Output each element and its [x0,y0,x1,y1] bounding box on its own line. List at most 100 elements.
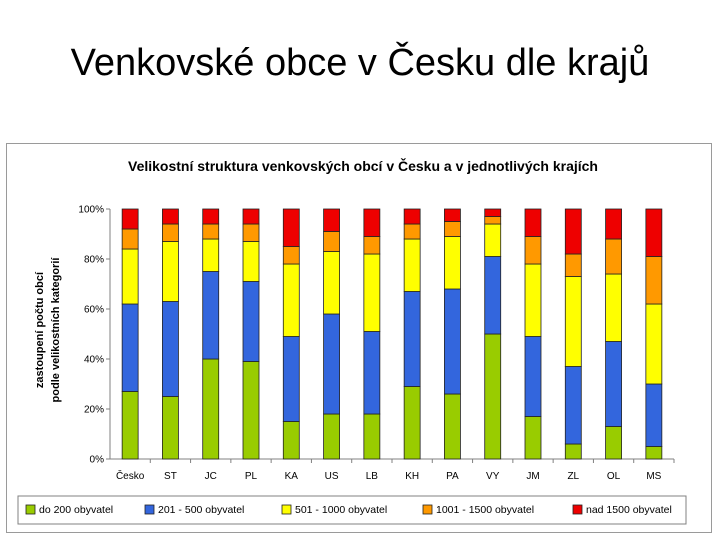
bar-segment [162,223,179,242]
y-axis-label-line-1: zastoupení počtu obcí [34,271,46,388]
bar-segment [121,391,139,460]
bar-segment [162,301,179,397]
bar-segment [242,361,260,460]
y-tick-label: 80% [84,255,104,266]
bar-segment [323,208,340,232]
bar-segment [403,208,421,225]
bar-segment [403,291,421,387]
bar-segment [202,238,220,272]
y-tick-label: 100% [78,205,104,216]
bar-segment [242,241,260,282]
x-tick-label: PL [245,471,258,482]
bar-segment [605,238,622,275]
bar-segment [444,221,461,237]
bar-segment [121,228,139,250]
legend-swatch [572,504,583,515]
bar-segment [564,253,582,277]
legend-swatch [281,504,292,515]
bar-segment [645,208,663,257]
x-tick-label: KA [285,471,299,482]
slide-title: Venkovské obce v Česku dle krajů [70,42,650,84]
bar-segment [403,386,421,460]
bar-segment [605,341,622,427]
bar-segment [282,208,300,247]
bar-segment [121,248,139,305]
bar-segment [484,223,502,257]
x-tick-label: OL [607,471,621,482]
legend-label: do 200 obyvatel [39,504,113,516]
y-tick-label: 60% [84,305,104,316]
x-tick-label: JM [526,471,539,482]
chart-title: Velikostní struktura venkovských obcí v … [128,157,598,174]
x-tick-label: VY [486,471,500,482]
bar-segment [484,208,502,217]
bar-segment [323,251,340,315]
bar-segment [323,231,340,252]
bar-segment [121,303,139,392]
bar-segment [202,208,220,225]
bar-segment [524,336,542,417]
legend-swatch [144,504,155,515]
bar-segment [564,208,582,255]
x-tick-label: JC [205,471,217,482]
legend-box [17,495,687,525]
bar-segment [605,208,622,240]
bar-segment [202,223,220,240]
bar-segment [202,358,220,460]
bar-segment [323,313,340,415]
bar-segment [242,281,260,362]
bar-segment [645,303,663,385]
bar-segment [484,256,502,335]
y-tick-label: 20% [84,405,104,416]
bar-segment [524,236,542,265]
bar-segment [202,271,220,360]
x-tick-label: PA [446,471,459,482]
y-axis-label-line-2: podle velikostních kategorií [50,257,62,403]
bar-segment [605,426,622,460]
x-tick-label: Česko [116,469,145,482]
bar-segment [162,241,179,302]
x-tick-label: LB [366,471,379,482]
bar-segment [363,331,381,415]
bar-segment [282,263,300,337]
x-tick-label: ST [164,471,177,482]
bar-segment [282,421,300,460]
bar-segment [645,383,663,447]
bar-segment [645,256,663,305]
bar-segment [564,443,582,460]
x-tick-label: US [325,471,339,482]
bar-segment [524,208,542,237]
legend: do 200 obyvatel 201 - 500 obyvatel 501 - 1… [17,495,687,525]
bar-segment [484,216,502,225]
bar-segment [645,446,663,460]
legend-label: 1001 - 1500 obyvatel [436,504,534,516]
bar-segment [162,208,179,225]
bar-segment [363,413,381,460]
bar-segment [162,396,179,460]
x-tick-label: MS [646,471,661,482]
bar-segment [564,276,582,367]
x-tick-label: ZL [567,471,579,482]
bar-segment [484,333,502,460]
bar-segment [524,416,542,460]
bar-segment [605,273,622,342]
plot-area: 0% 20% 40% 60% 80% 100% Česko ST JC PL KA US LB KH PA V… [78,205,675,482]
bar-segment [363,253,381,332]
y-tick-label: 40% [84,355,104,366]
bar-segment [524,263,542,337]
bar-segment [282,246,300,265]
bar-segment [363,208,381,237]
legend-swatch [422,504,433,515]
legend-swatch [25,504,36,515]
bar-segment [403,238,421,292]
bar-segment [363,236,381,255]
bar-segment [403,223,421,240]
y-tick-label: 0% [90,455,105,466]
bar-segment [323,413,340,460]
legend-label: 501 - 1000 obyvatel [295,504,387,516]
bar-segment [282,336,300,422]
bar-segment [242,223,260,242]
bar-segment [444,236,461,290]
bar-segment [444,208,461,222]
